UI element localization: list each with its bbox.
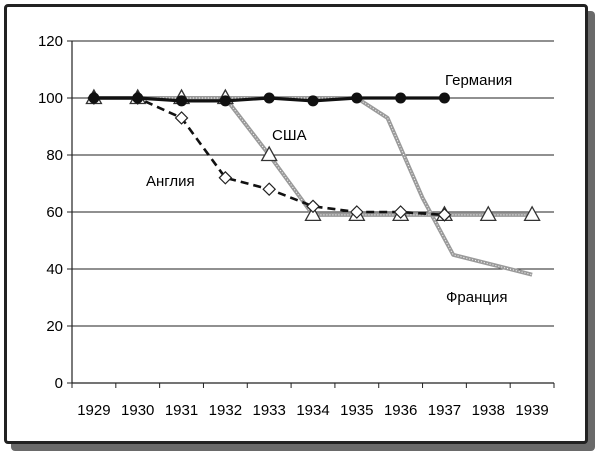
data-point-germany: [351, 92, 363, 104]
series-layer: [85, 88, 541, 277]
data-point-usa: [260, 145, 278, 162]
data-point-england: [393, 205, 408, 219]
y-tick-label: 0: [55, 375, 63, 392]
y-tick-label: 120: [38, 33, 63, 50]
data-point-england: [174, 111, 189, 125]
x-tick-label: 1929: [77, 402, 110, 419]
data-point-usa: [304, 205, 322, 222]
data-point-england: [218, 170, 233, 185]
data-point-england: [306, 199, 320, 214]
x-tick-label: 1936: [384, 402, 417, 419]
x-tick-label: 1939: [515, 402, 548, 419]
series-labels: Германия США Англия Франция: [146, 72, 512, 306]
data-point-england: [437, 208, 452, 222]
x-tick-label: 1934: [296, 402, 329, 419]
series-label-germany: Германия: [445, 72, 512, 89]
x-tick-label: 1932: [209, 402, 242, 419]
data-point-germany: [176, 95, 188, 107]
y-tick-label: 100: [38, 90, 63, 107]
y-tick-label: 20: [46, 318, 63, 335]
data-point-england: [262, 182, 277, 197]
y-tick-label: 40: [46, 261, 63, 278]
y-axis-ticks: 0 20 40 60 80 100 120: [38, 33, 72, 392]
data-point-usa: [479, 205, 497, 222]
y-tick-label: 80: [46, 147, 63, 164]
data-point-germany: [438, 92, 450, 104]
series-label-france: Франция: [446, 289, 507, 306]
series-label-usa: США: [272, 127, 307, 144]
data-point-germany: [132, 92, 144, 104]
data-point-germany: [219, 95, 231, 107]
series-line-usa: [93, 96, 533, 217]
data-point-germany: [263, 92, 275, 104]
data-point-germany: [307, 95, 319, 107]
data-point-germany: [395, 92, 407, 104]
data-point-england: [349, 205, 364, 219]
data-point-germany: [88, 92, 100, 104]
chart-frame: [4, 4, 588, 444]
y-tick-label: 60: [46, 204, 63, 221]
x-tick-label: 1930: [121, 402, 154, 419]
data-point-usa: [523, 205, 541, 222]
series-line-hatch-usa: [93, 97, 533, 216]
x-tick-label: 1933: [252, 402, 285, 419]
x-tick-label: 1935: [340, 402, 373, 419]
x-tick-label: 1937: [428, 402, 461, 419]
x-tick-label: 1931: [165, 402, 198, 419]
x-tick-label: 1938: [472, 402, 505, 419]
x-axis-ticks: 1929 1930 1931 1932 1933 1934 1935 1936 1937 1938…: [71, 383, 555, 419]
series-label-england: Англия: [146, 173, 195, 190]
